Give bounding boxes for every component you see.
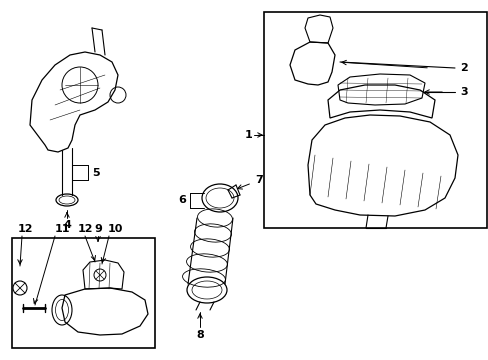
Text: 12: 12 bbox=[17, 224, 33, 234]
Text: 12: 12 bbox=[77, 224, 93, 234]
Text: 7: 7 bbox=[254, 175, 262, 185]
Bar bbox=[12, 238, 155, 348]
Text: 5: 5 bbox=[92, 168, 100, 178]
Bar bbox=[264, 12, 486, 228]
Text: 3: 3 bbox=[459, 87, 467, 97]
Text: 10: 10 bbox=[107, 224, 122, 234]
Text: 1: 1 bbox=[244, 130, 251, 140]
Text: 4: 4 bbox=[63, 220, 71, 230]
Text: 2: 2 bbox=[459, 63, 467, 73]
Text: 6: 6 bbox=[178, 195, 185, 205]
Text: 9: 9 bbox=[94, 224, 102, 234]
Text: 8: 8 bbox=[196, 330, 203, 340]
Text: 11: 11 bbox=[54, 224, 70, 234]
